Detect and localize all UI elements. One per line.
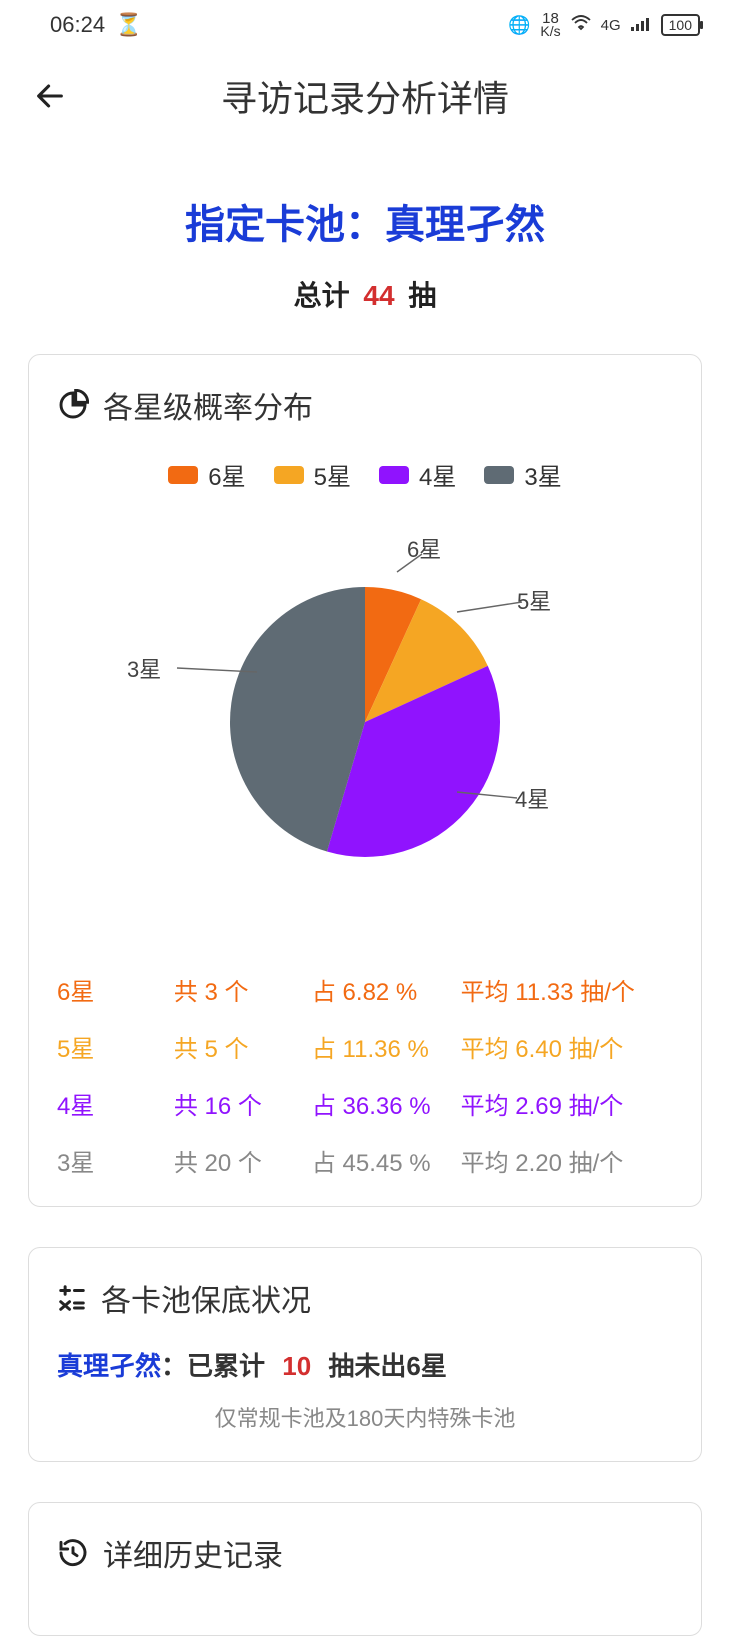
net-speed: 18 K/s — [540, 12, 560, 38]
pity-note: 仅常规卡池及180天内特殊卡池 — [57, 1401, 673, 1433]
pie-slice-label: 4星 — [515, 782, 549, 814]
legend-swatch — [484, 466, 514, 484]
pity-title: 各卡池保底状况 — [57, 1276, 673, 1320]
legend-label: 6星 — [208, 457, 245, 492]
stats-cell: 平均 11.33 抽/个 — [461, 972, 673, 1007]
pie-chart: 6星 5星 4星 3星 — [57, 512, 673, 932]
stats-cell: 共 5 个 — [174, 1029, 312, 1064]
pool-total: 总计 44 抽 — [0, 274, 730, 314]
header: 寻访记录分析详情 — [0, 50, 730, 152]
distribution-title: 各星级概率分布 — [57, 383, 673, 427]
history-card: 详细历史记录 — [28, 1502, 702, 1636]
status-bar: 06:24 ⏳ 🌐 18 K/s 4G 100 — [0, 0, 730, 50]
history-icon — [57, 1537, 89, 1569]
stats-cell: 平均 2.69 抽/个 — [461, 1086, 673, 1121]
pool-title: 指定卡池：真理孑然 — [0, 192, 730, 250]
hourglass-icon: ⏳ — [115, 12, 142, 38]
signal-icon — [631, 15, 651, 36]
stats-cell: 4星 — [57, 1086, 174, 1121]
stats-cell: 占 11.36 % — [312, 1029, 461, 1064]
legend-label: 5星 — [314, 457, 351, 492]
stats-cell: 平均 6.40 抽/个 — [461, 1029, 673, 1064]
history-title: 详细历史记录 — [57, 1531, 673, 1575]
legend-label: 3星 — [524, 457, 561, 492]
stats-cell: 占 45.45 % — [312, 1143, 461, 1178]
pie-slice-label: 3星 — [127, 652, 161, 684]
globe-icon: 🌐 — [508, 15, 530, 36]
calculator-icon — [57, 1283, 87, 1313]
total-count: 44 — [363, 280, 394, 311]
battery-indicator: 100 — [661, 14, 700, 36]
pie-slice-label: 6星 — [407, 532, 441, 564]
stats-cell: 平均 2.20 抽/个 — [461, 1143, 673, 1178]
stats-cell: 6星 — [57, 972, 174, 1007]
stats-cell: 占 6.82 % — [312, 972, 461, 1007]
stats-table: 6星共 3 个占 6.82 %平均 11.33 抽/个 5星共 5 个占 11.3… — [57, 972, 673, 1178]
page-title: 寻访记录分析详情 — [70, 70, 700, 122]
legend-item: 5星 — [274, 457, 351, 492]
stats-cell: 共 3 个 — [174, 972, 312, 1007]
stats-cell: 3星 — [57, 1143, 174, 1178]
legend-item: 6星 — [168, 457, 245, 492]
wifi-icon — [571, 15, 591, 36]
stats-cell: 5星 — [57, 1029, 174, 1064]
pity-count: 10 — [282, 1351, 311, 1381]
stats-cell: 占 36.36 % — [312, 1086, 461, 1121]
stats-cell: 共 16 个 — [174, 1086, 312, 1121]
legend-swatch — [274, 466, 304, 484]
distribution-card: 各星级概率分布 6星5星4星3星 6星5星4星3星 6星共 3 个占 6.82 … — [28, 354, 702, 1207]
legend-swatch — [379, 466, 409, 484]
pity-status: 真理孑然：已累计 10 抽未出6星 — [57, 1346, 673, 1383]
chart-legend: 6星 5星 4星 3星 — [57, 457, 673, 492]
net-type: 4G — [601, 17, 621, 34]
pie-slice-label: 5星 — [517, 584, 551, 616]
stats-cell: 共 20 个 — [174, 1143, 312, 1178]
legend-item: 4星 — [379, 457, 456, 492]
legend-label: 4星 — [419, 457, 456, 492]
back-button[interactable] — [30, 76, 70, 116]
pity-card: 各卡池保底状况 真理孑然：已累计 10 抽未出6星 仅常规卡池及180天内特殊卡… — [28, 1247, 702, 1462]
status-time: 06:24 — [50, 12, 105, 38]
pie-chart-icon — [57, 389, 89, 421]
legend-swatch — [168, 466, 198, 484]
legend-item: 3星 — [484, 457, 561, 492]
